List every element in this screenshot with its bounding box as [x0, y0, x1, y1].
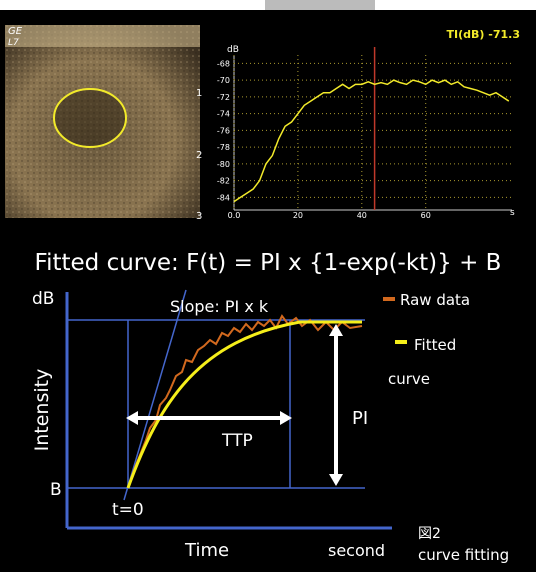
brand: GE	[8, 26, 23, 37]
y-tick-label: -68	[217, 59, 230, 68]
raw-curve	[128, 316, 362, 488]
y-tick-label: -80	[217, 160, 230, 169]
x-tick-label: 20	[293, 211, 303, 220]
ultrasound: GE L7 1 2 3	[5, 25, 202, 222]
x-axis-title: Time	[184, 540, 229, 561]
top-tab	[265, 0, 375, 10]
slope-label: Slope: PI x k	[170, 297, 269, 316]
depth-mark: 2	[196, 150, 202, 161]
depth-mark: 1	[196, 88, 202, 99]
legend-label: curve	[388, 370, 430, 388]
x-tick-label: 40	[357, 211, 367, 220]
x-tick-label: 60	[421, 211, 431, 220]
tic-chart: TI(dB) -71.3 dB s -68-70-72-74-76-78-80-…	[217, 28, 520, 220]
x-tick-label: 0.0	[228, 211, 241, 220]
depth-mark: 3	[196, 211, 202, 222]
x-unit: second	[328, 541, 385, 560]
y-tick-label: -72	[217, 93, 230, 102]
y-tick-label: -70	[217, 76, 230, 85]
y-tick-label: -74	[217, 110, 230, 119]
pi-label: PI	[352, 408, 368, 429]
diagram: Fitted curve: F(t) = PI x {1-exp(-kt)} +…	[31, 250, 509, 564]
arrow-head	[329, 474, 343, 486]
legend-label: Raw data	[400, 291, 470, 309]
formula: Fitted curve: F(t) = PI x {1-exp(-kt)} +…	[35, 250, 502, 276]
ttp-label: TTP	[221, 431, 253, 451]
y-axis-title: Intensity	[31, 369, 53, 452]
y-tick-label: -76	[217, 126, 230, 135]
skin-layer	[5, 25, 200, 47]
y-tick-label: -84	[217, 193, 230, 202]
caption: curve fitting	[418, 546, 509, 564]
start-label: t=0	[112, 500, 144, 520]
y-label: dB	[227, 45, 239, 55]
fitted-curve	[128, 322, 362, 488]
readout: TI(dB) -71.3	[447, 28, 520, 41]
y-tick-label: -78	[217, 143, 230, 152]
legend-swatch	[383, 297, 395, 301]
baseline-label: B	[50, 480, 62, 500]
legend-swatch	[395, 340, 407, 344]
figure-number: 図2	[418, 526, 441, 542]
y-tick-label: -82	[217, 177, 230, 186]
legend-label: Fitted	[414, 336, 456, 354]
y-unit: dB	[32, 289, 54, 309]
probe: L7	[8, 38, 19, 48]
series-line	[234, 80, 509, 201]
figure: GE L7 1 2 3 TI(dB) -71.3 dB s -68-70-72-…	[0, 0, 536, 568]
